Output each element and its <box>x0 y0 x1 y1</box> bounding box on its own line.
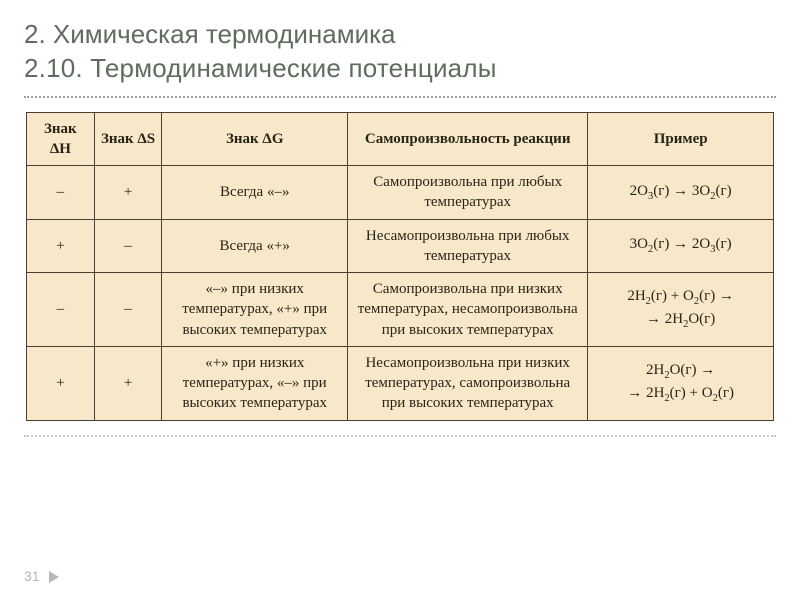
cell-dG: Всегда «+» <box>162 219 348 273</box>
cell-dG: «+» при низких температурах, «–» при выс… <box>162 346 348 420</box>
page-number-text: 31 <box>24 568 40 584</box>
cell-dS: + <box>94 346 162 420</box>
table-row: – + Всегда «–» Самопроизвольна при любых… <box>27 166 774 220</box>
cell-dG: Всегда «–» <box>162 166 348 220</box>
cell-example: 2H2(г) + O2(г) →→ 2H2O(г) <box>588 273 774 347</box>
cell-dH: + <box>27 219 95 273</box>
cell-spon: Самопроизвольна при любых температурах <box>348 166 588 220</box>
cell-dH: + <box>27 346 95 420</box>
cell-dH: – <box>27 273 95 347</box>
cell-example: 2H2O(г) →→ 2H2(г) + O2(г) <box>588 346 774 420</box>
col-header-example: Пример <box>588 112 774 166</box>
cell-example: 3O2(г) → 2O3(г) <box>588 219 774 273</box>
cell-spon: Несамопроизвольна при низких температура… <box>348 346 588 420</box>
table-row: – – «–» при низких температурах, «+» при… <box>27 273 774 347</box>
cell-dH: – <box>27 166 95 220</box>
page-marker-icon <box>49 571 59 583</box>
slide-title: 2. Химическая термодинамика 2.10. Термод… <box>24 18 776 86</box>
col-header-dH: Знак ΔH <box>27 112 95 166</box>
bottom-divider <box>24 435 776 437</box>
table-header-row: Знак ΔH Знак ΔS Знак ΔG Самопроизвольнос… <box>27 112 774 166</box>
cell-example: 2O3(г) → 3O2(г) <box>588 166 774 220</box>
col-header-spon: Самопроизвольность реакции <box>348 112 588 166</box>
page-number: 31 <box>24 568 59 584</box>
title-divider <box>24 96 776 98</box>
table-row: + – Всегда «+» Несамопроизвольна при люб… <box>27 219 774 273</box>
cell-spon: Несамопроизвольна при любых температурах <box>348 219 588 273</box>
cell-dS: – <box>94 273 162 347</box>
title-line-2: 2.10. Термодинамические потенциалы <box>24 52 776 86</box>
thermo-table: Знак ΔH Знак ΔS Знак ΔG Самопроизвольнос… <box>26 112 774 421</box>
thermo-table-wrap: Знак ΔH Знак ΔS Знак ΔG Самопроизвольнос… <box>26 112 774 421</box>
slide: 2. Химическая термодинамика 2.10. Термод… <box>0 0 800 600</box>
col-header-dG: Знак ΔG <box>162 112 348 166</box>
cell-dS: – <box>94 219 162 273</box>
cell-dG: «–» при низких температурах, «+» при выс… <box>162 273 348 347</box>
cell-spon: Самопроизвольна при низких температурах,… <box>348 273 588 347</box>
cell-dS: + <box>94 166 162 220</box>
col-header-dS: Знак ΔS <box>94 112 162 166</box>
title-line-1: 2. Химическая термодинамика <box>24 18 776 52</box>
table-row: + + «+» при низких температурах, «–» при… <box>27 346 774 420</box>
